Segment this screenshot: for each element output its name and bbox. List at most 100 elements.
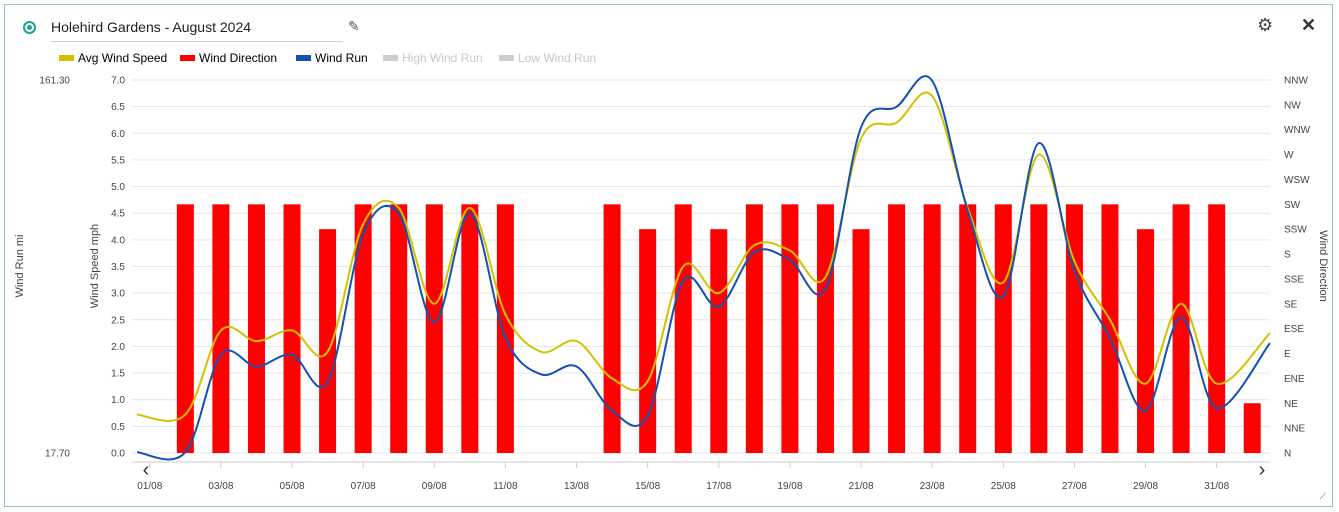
wind-direction-bar: [247, 204, 265, 453]
avg-wind-speed-line: [136, 91, 1271, 422]
legend-swatch: [59, 55, 74, 61]
wind-direction-bar: [461, 204, 479, 453]
wind-direction-bar: [425, 204, 443, 453]
wind-direction-tick-label: ENE: [1284, 374, 1305, 385]
wind-direction-bar: [1243, 403, 1261, 453]
x-axis-tick-label: 15/08: [635, 481, 660, 492]
close-icon[interactable]: ✕: [1301, 15, 1317, 35]
wind-direction-bar: [603, 204, 621, 453]
wind-direction-bar: [1065, 204, 1083, 453]
legend-label: Low Wind Run: [518, 51, 597, 65]
wind-direction-tick-label: NW: [1284, 100, 1301, 111]
legend-item-low-wind-run[interactable]: Low Wind Run: [499, 51, 596, 65]
wind-direction-bar: [1101, 204, 1119, 453]
wind-speed-tick-label: 3.5: [111, 262, 125, 273]
wind-direction-tick-label: NE: [1284, 399, 1298, 410]
wind-direction-bar: [923, 204, 941, 453]
status-dot-icon[interactable]: [23, 21, 36, 34]
chevron-left-icon[interactable]: ‹: [143, 459, 150, 481]
legend-item-high-wind-run[interactable]: High Wind Run: [383, 51, 483, 65]
wind-direction-bar: [816, 204, 834, 453]
x-axis-tick-label: 09/08: [422, 481, 447, 492]
wind-direction-bar: [852, 229, 870, 453]
resize-handle-icon[interactable]: ⟋: [1319, 491, 1326, 501]
wind-direction-tick-label: SSW: [1284, 225, 1307, 236]
wind-direction-bar: [674, 204, 692, 453]
wind-direction-bar: [283, 204, 301, 453]
wind-direction-bar: [390, 204, 408, 453]
wind-direction-tick-label: NNW: [1284, 76, 1308, 87]
wind-direction-tick-label: WNW: [1284, 125, 1311, 136]
legend-swatch: [296, 55, 311, 61]
wind-direction-bar: [639, 229, 657, 453]
wind-direction-tick-label: SE: [1284, 299, 1298, 310]
chevron-right-icon[interactable]: ›: [1259, 459, 1266, 481]
widget-title[interactable]: Holehird Gardens - August 2024: [51, 19, 343, 42]
legend-label: Wind Direction: [199, 51, 278, 65]
legend-swatch: [499, 55, 514, 61]
wind-direction-tick-label: ESE: [1284, 324, 1304, 335]
wind-speed-tick-label: 2.0: [111, 342, 125, 353]
wind-speed-tick-label: 4.0: [111, 235, 125, 246]
wind-direction-tick-label: NNE: [1284, 424, 1305, 435]
x-axis-tick-label: 11/08: [493, 481, 518, 492]
x-axis-tick-label: 27/08: [1062, 481, 1087, 492]
wind-direction-tick-label: S: [1284, 250, 1291, 261]
wind-speed-tick-label: 5.5: [111, 155, 125, 166]
x-axis-tick-label: 25/08: [991, 481, 1016, 492]
wind-direction-bar: [1172, 204, 1190, 453]
x-axis-tick-label: 01/08: [137, 481, 162, 492]
x-axis-tick-label: 17/08: [706, 481, 731, 492]
wind-run-tick-label: 161.30: [39, 76, 70, 87]
wind-direction-bar: [176, 204, 194, 453]
legend-item-avg-wind-speed[interactable]: Avg Wind Speed: [59, 51, 167, 65]
gear-icon[interactable]: ⚙: [1257, 15, 1274, 35]
wind-direction-bar: [1030, 204, 1048, 453]
wind-speed-tick-label: 2.5: [111, 315, 125, 326]
axes: 0.0 0.5 1.0 1.5 2.0 2.5 3.0 3.5 4.0 4.5 5.0 5.5 6.0 6…: [14, 76, 1329, 493]
legend-item-wind-direction[interactable]: Wind Direction: [180, 51, 277, 65]
x-axis-tick-label: 03/08: [208, 481, 233, 492]
grid-lines: [132, 79, 1270, 454]
wind-direction-bar: [781, 204, 799, 453]
wind-direction-bar: [994, 204, 1012, 453]
wind-direction-bars: [176, 204, 1261, 453]
wind-direction-bar: [319, 229, 337, 453]
wind-run-line: [136, 75, 1271, 461]
wind-direction-bar: [496, 204, 514, 453]
wind-speed-tick-label: 0.0: [111, 449, 125, 460]
x-axis-tick-label: 19/08: [777, 481, 802, 492]
legend-swatch: [383, 55, 398, 61]
wind-speed-axis-title: Wind Speed mph: [89, 224, 101, 308]
wind-speed-tick-label: 0.5: [111, 422, 125, 433]
wind-speed-tick-label: 4.5: [111, 209, 125, 220]
x-axis-tick-label: 05/08: [280, 481, 305, 492]
wind-direction-tick-label: WSW: [1284, 175, 1310, 186]
series-lines: [136, 75, 1271, 461]
wind-speed-tick-label: 6.0: [111, 129, 125, 140]
legend-swatch: [180, 55, 195, 61]
wind-direction-bar: [1137, 229, 1155, 453]
x-axis-tick-label: 13/08: [564, 481, 589, 492]
legend-label: Wind Run: [315, 51, 368, 65]
wind-direction-tick-label: SSE: [1284, 274, 1304, 285]
wind-direction-axis-title: Wind Direction: [1317, 230, 1329, 302]
x-axis-tick-label: 23/08: [920, 481, 945, 492]
x-axis-tick-label: 31/08: [1204, 481, 1229, 492]
pencil-icon[interactable]: ✎: [348, 18, 360, 34]
wind-speed-tick-label: 5.0: [111, 182, 125, 193]
legend-item-wind-run[interactable]: Wind Run: [296, 51, 368, 65]
legend-label: High Wind Run: [402, 51, 483, 65]
x-axis-tick-label: 21/08: [849, 481, 874, 492]
legend-label: Avg Wind Speed: [78, 51, 168, 65]
x-axis-tick-label: 29/08: [1133, 481, 1158, 492]
x-axis-tick-label: 07/08: [351, 481, 376, 492]
wind-speed-tick-label: 6.5: [111, 102, 125, 113]
wind-direction-bar: [354, 204, 372, 453]
wind-direction-bar: [959, 204, 977, 453]
wind-run-axis-title: Wind Run mi: [14, 235, 26, 298]
wind-direction-bar: [710, 229, 728, 453]
wind-speed-tick-label: 1.0: [111, 395, 125, 406]
wind-speed-tick-label: 7.0: [111, 76, 125, 87]
